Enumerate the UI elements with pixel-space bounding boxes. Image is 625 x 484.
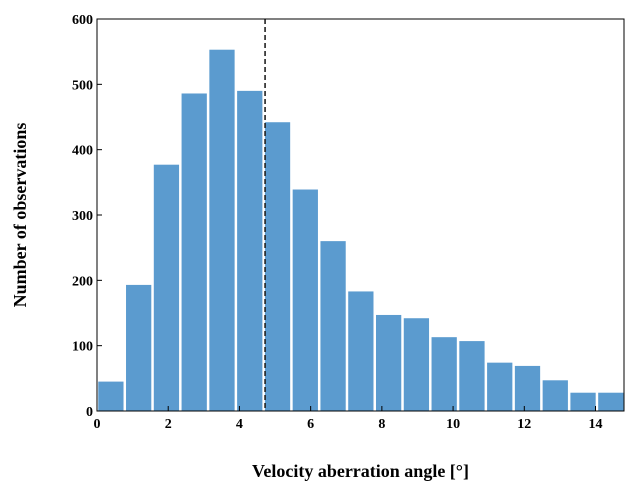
histogram-bar (348, 291, 374, 411)
ticks-group: 0 2 4 6 8 10 12 14 0 100 200 300 400 500 600 (72, 13, 603, 432)
histogram-bar (237, 90, 263, 411)
histogram-bar (487, 362, 513, 411)
histogram-bar (98, 381, 124, 411)
histogram-bar (209, 49, 235, 411)
y-tick-label: 600 (72, 13, 93, 28)
histogram-bar (570, 392, 596, 411)
histogram-bar (181, 93, 207, 411)
x-tick-label: 0 (94, 417, 101, 432)
y-tick-label: 100 (72, 340, 93, 355)
y-tick-label: 200 (72, 274, 93, 289)
histogram-bar (514, 365, 541, 411)
y-tick-label: 500 (72, 78, 93, 93)
x-tick-label: 12 (517, 417, 531, 432)
x-axis-label: Velocity aberration angle [°] (252, 461, 469, 481)
histogram-bar (403, 318, 430, 411)
histogram-bar (264, 122, 291, 411)
histogram-bar (292, 189, 318, 411)
histogram-bar (320, 241, 346, 411)
histogram-bar (542, 380, 568, 411)
x-tick-label: 2 (165, 417, 172, 432)
histogram-bar (459, 341, 485, 411)
x-tick-label: 6 (307, 417, 314, 432)
x-tick-label: 14 (589, 417, 603, 432)
bars-group (98, 49, 624, 411)
histogram-bar (598, 392, 624, 411)
histogram-bar (431, 337, 457, 411)
histogram-bar (153, 164, 180, 411)
y-tick-label: 0 (86, 405, 93, 420)
x-tick-label: 10 (446, 417, 460, 432)
x-tick-label: 8 (378, 417, 385, 432)
histogram-bar (375, 314, 402, 411)
y-tick-label: 400 (72, 144, 93, 159)
histogram-bar (126, 284, 152, 411)
x-tick-label: 4 (236, 417, 243, 432)
y-tick-label: 300 (72, 209, 93, 224)
y-axis-label: Number of observations (10, 123, 30, 308)
